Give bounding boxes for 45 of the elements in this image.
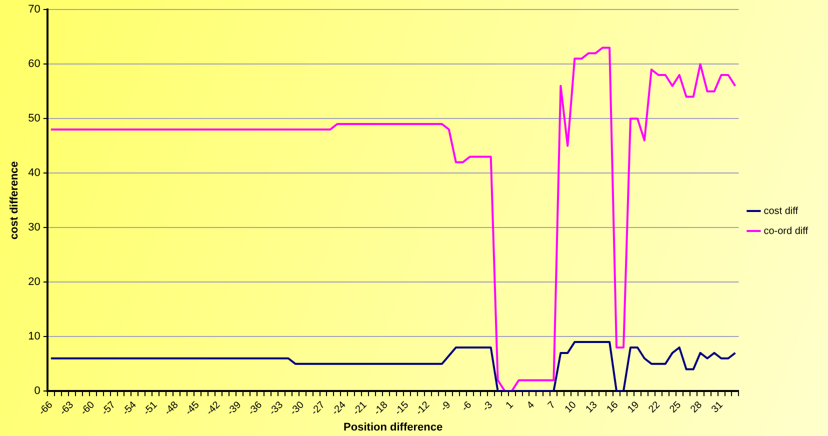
x-tick-label: 4 (525, 399, 538, 412)
y-tick-label: 30 (28, 222, 40, 234)
y-tick-label: 10 (28, 330, 40, 343)
x-tick-label: -18 (372, 399, 390, 418)
x-tick-label: -66 (36, 399, 56, 418)
y-axis-title: cost difference (8, 161, 21, 240)
y-tick-label: 20 (28, 276, 40, 288)
x-tick-label: -51 (142, 399, 160, 418)
legend-label: co-ord diff (764, 226, 808, 237)
x-tick-label: -6 (460, 399, 474, 414)
x-tick-label: -54 (120, 399, 140, 418)
x-tick-label: -45 (184, 399, 202, 418)
y-tick-label: 40 (28, 167, 40, 180)
x-tick-label: -3 (480, 399, 496, 414)
x-tick-label: 25 (668, 399, 684, 416)
x-tick-label: 13 (584, 399, 600, 416)
x-tick-label: -27 (309, 399, 328, 418)
x-tick-label: 31 (710, 399, 726, 416)
x-tick-label: -42 (204, 399, 223, 418)
y-tick-label: 0 (34, 385, 40, 398)
x-tick-label: -33 (267, 399, 286, 418)
y-tick-label: 60 (28, 58, 40, 70)
legend-label: cost diff (764, 206, 798, 217)
x-tick-label: 22 (646, 399, 663, 416)
y-tick-label: 50 (28, 112, 40, 125)
x-tick-label: 16 (604, 399, 621, 416)
x-tick-label: 1 (504, 399, 516, 412)
x-tick-label: -36 (246, 399, 265, 418)
x-tick-label: 19 (626, 399, 642, 416)
y-tick-label: 70 (28, 4, 40, 16)
x-axis-title: Position difference (344, 421, 443, 434)
x-tick-label: -21 (351, 399, 370, 418)
x-tick-label: 10 (563, 399, 579, 416)
x-tick-label: -24 (330, 399, 349, 418)
x-tick-label: -48 (162, 399, 181, 418)
x-tick-label: -12 (414, 399, 432, 418)
x-tick-label: -15 (393, 399, 412, 418)
x-tick-label: 28 (688, 399, 705, 416)
x-tick-label: -57 (100, 399, 118, 418)
x-tick-label: -9 (438, 399, 454, 414)
x-tick-label: -30 (288, 399, 307, 418)
x-tick-label: -63 (58, 399, 76, 418)
x-tick-label: -60 (78, 399, 98, 418)
x-tick-label: 7 (546, 399, 558, 412)
x-tick-label: -39 (226, 399, 244, 418)
